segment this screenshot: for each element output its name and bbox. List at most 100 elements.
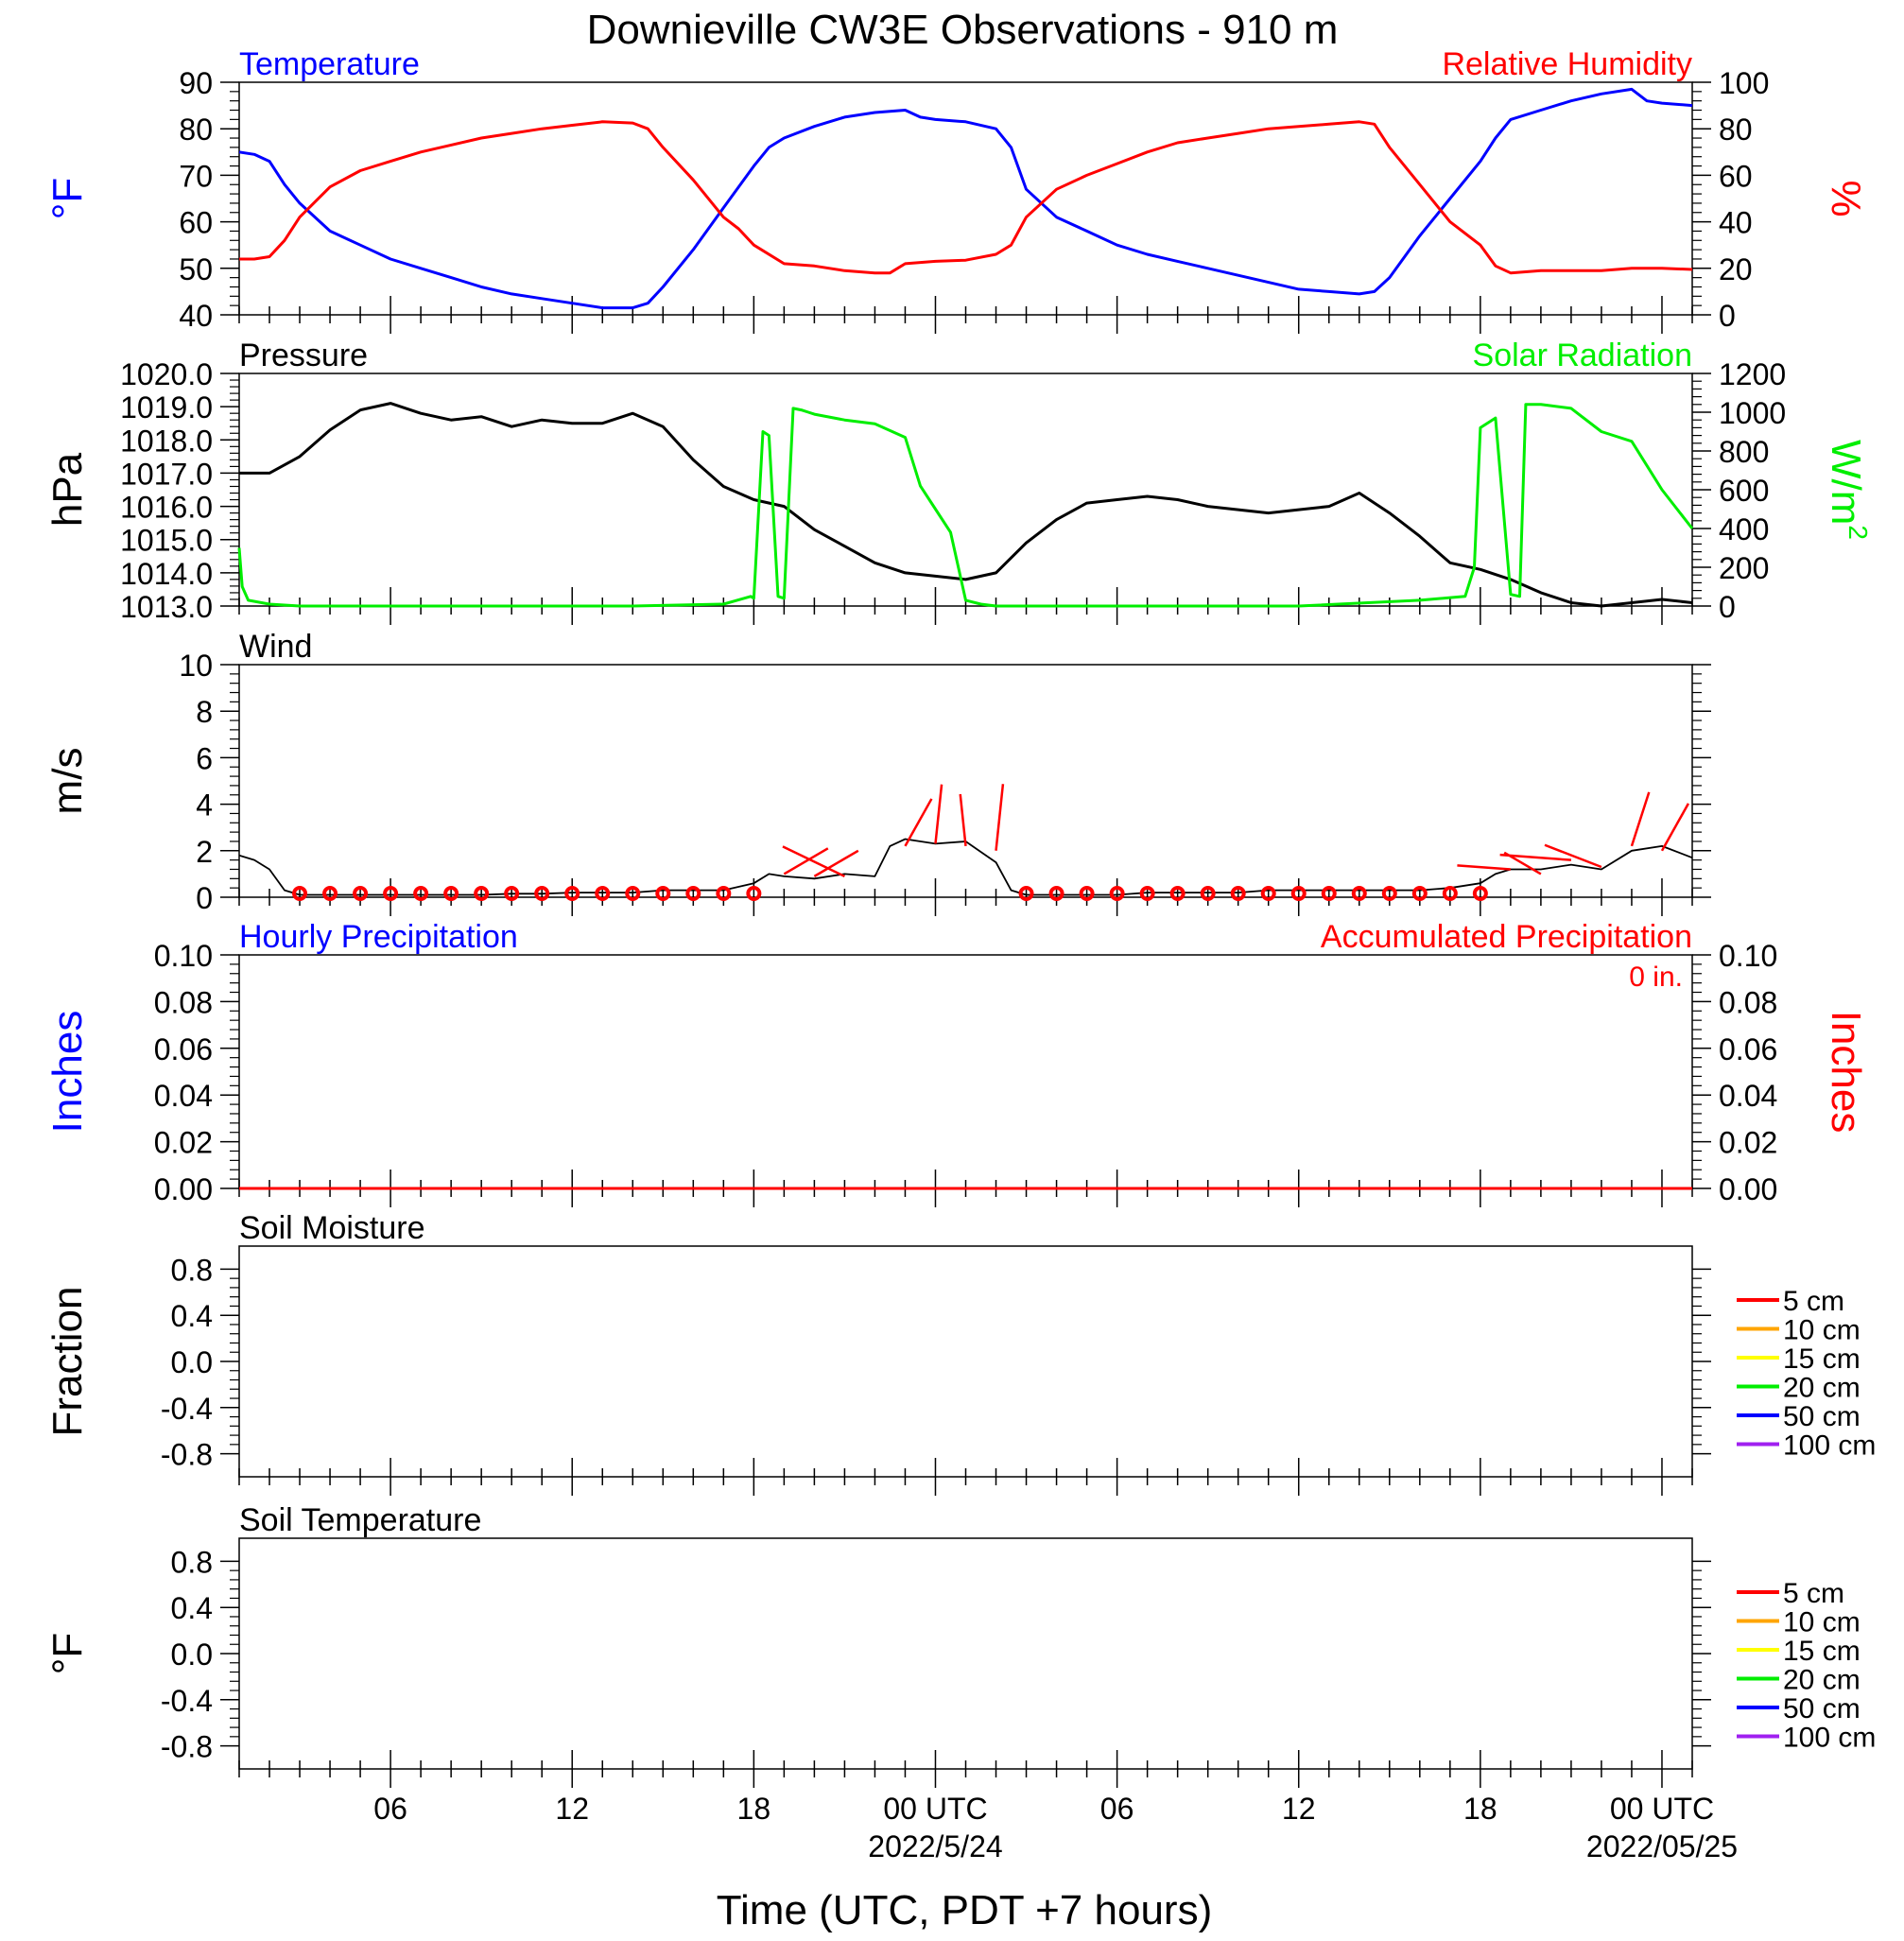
right-y-tick-label: 0 [1719, 590, 1736, 624]
x-tick-label: 06 [1100, 1792, 1134, 1826]
wind-barb [782, 845, 845, 877]
panel-title-right: Accumulated Precipitation [1321, 919, 1692, 955]
x-tick-label: 06 [373, 1792, 407, 1826]
panel-precipitation: 0.00 0.02 0.04 0.06 0.08 0.10 0.00 0.02 0.04 0.06… [44, 919, 1869, 1207]
left-y-tick-label: 8 [196, 695, 213, 729]
x-tick-date: 2022/5/24 [868, 1829, 1002, 1863]
left-y-tick-label: 1017.0 [120, 457, 213, 491]
calm-wind-marker [1381, 886, 1397, 901]
wind-barb [1630, 791, 1651, 847]
calm-wind-marker [1290, 886, 1307, 901]
right-y-tick-label: 80 [1719, 113, 1753, 147]
left-y-tick-label: 0.4 [171, 1299, 213, 1333]
wind-barb [1544, 843, 1602, 869]
y-axis-label-right: Inches [1823, 1011, 1869, 1134]
left-y-tick-label: 1013.0 [120, 590, 213, 624]
wind-barb [813, 849, 859, 877]
left-y-tick-label: 0.06 [154, 1032, 213, 1066]
y-axis-label-left: °F [44, 178, 91, 219]
left-y-tick-label: -0.8 [161, 1438, 213, 1472]
legend-label: 15 cm [1783, 1343, 1861, 1375]
left-y-tick-label: 0.08 [154, 985, 213, 1019]
y-axis-label-right-text: % [1823, 180, 1869, 217]
legend-label: 50 cm [1783, 1401, 1861, 1432]
left-y-tick-label: 60 [179, 206, 213, 240]
accumulated-precip-total: 0 in. [1629, 962, 1683, 993]
x-tick-date: 2022/05/25 [1586, 1829, 1738, 1863]
wind-barb [1457, 864, 1511, 871]
left-y-tick-label: 0.8 [171, 1253, 213, 1287]
left-y-tick-label: 0.0 [171, 1638, 213, 1672]
left-y-tick-label: 1015.0 [120, 524, 213, 558]
left-y-tick-label: 70 [179, 159, 213, 193]
left-y-tick-label: 0.4 [171, 1591, 213, 1625]
right-y-tick-label: 1000 [1719, 396, 1786, 430]
calm-wind-marker [595, 886, 611, 901]
calm-wind-marker [1230, 886, 1246, 901]
y-axis-label-right-text: Inches [1823, 1011, 1869, 1134]
left-y-tick-label: 0.0 [171, 1345, 213, 1379]
legend-label: 100 cm [1783, 1430, 1876, 1462]
calm-wind-marker [1079, 886, 1095, 901]
right-y-tick-label: 20 [1719, 252, 1753, 286]
left-y-tick-label: 2 [196, 835, 213, 869]
series-temperature [238, 87, 1693, 310]
panel-title-left: Wind [239, 629, 312, 665]
panel-pressure-solar: 1013.01014.01015.01016.01017.01018.01019… [44, 338, 1873, 625]
right-y-tick-label: 0.10 [1719, 939, 1777, 973]
left-y-tick-label: 1018.0 [120, 424, 213, 458]
chart-title: Downieville CW3E Observations - 910 m [587, 7, 1339, 53]
calm-wind-marker [625, 886, 641, 901]
left-y-tick-label: 0 [196, 881, 213, 915]
x-tick-label: 00 UTC [1610, 1792, 1714, 1826]
legend-label: 50 cm [1783, 1693, 1861, 1724]
y-axis-label-left: Fraction [44, 1287, 91, 1437]
x-tick-label: 00 UTC [883, 1792, 987, 1826]
y-axis-label-left: hPa [44, 452, 91, 527]
left-y-tick-label: 40 [179, 299, 213, 333]
panel-title-right: Relative Humidity [1442, 46, 1692, 82]
left-y-tick-label: 90 [179, 66, 213, 100]
legend-label: 20 cm [1783, 1373, 1861, 1404]
right-y-tick-label: 600 [1719, 474, 1769, 508]
calm-wind-marker [1200, 886, 1216, 901]
calm-wind-marker [292, 886, 308, 901]
right-y-tick-label: 1200 [1719, 357, 1786, 391]
panel-title-left: Hourly Precipitation [239, 919, 518, 955]
calm-wind-marker [716, 886, 732, 901]
panel-soil-moisture: -0.8 -0.4 0.0 0.4 0.8 Soil Moisture Fraction 5 … [44, 1210, 1876, 1496]
right-y-tick-label: 200 [1719, 551, 1769, 585]
right-y-tick-label: 0.04 [1719, 1079, 1777, 1113]
left-y-tick-label: 1019.0 [120, 390, 213, 425]
legend-label: 100 cm [1783, 1723, 1876, 1754]
calm-wind-marker [413, 886, 429, 901]
calm-wind-marker [383, 886, 399, 901]
legend-label: 10 cm [1783, 1315, 1861, 1346]
left-y-tick-label: 80 [179, 113, 213, 147]
calm-wind-marker [353, 886, 369, 901]
y-axis-label-left: m/s [44, 748, 91, 815]
x-tick-label: 18 [1463, 1792, 1497, 1826]
left-y-tick-label: -0.4 [161, 1684, 213, 1718]
y-axis-label-left: Inches [44, 1011, 91, 1134]
y-axis-label-right-text: W/m [1823, 440, 1869, 525]
calm-wind-marker [1472, 886, 1488, 901]
x-tick-label: 12 [555, 1792, 589, 1826]
wind-barb [995, 784, 1005, 851]
right-y-tick-label: 100 [1719, 66, 1769, 100]
left-y-tick-label: 50 [179, 252, 213, 286]
left-y-tick-label: 1016.0 [120, 491, 213, 525]
left-y-tick-label: 1020.0 [120, 357, 213, 391]
calm-wind-marker [504, 886, 520, 901]
right-y-tick-label: 0 [1719, 299, 1736, 333]
legend-label: 5 cm [1783, 1578, 1844, 1609]
right-y-tick-label: 0.02 [1719, 1126, 1777, 1160]
wind-barb [959, 793, 967, 847]
calm-wind-marker [564, 886, 580, 901]
calm-wind-marker [1139, 886, 1155, 901]
calm-wind-marker [322, 886, 338, 901]
calm-wind-marker [443, 886, 459, 901]
right-y-tick-label: 60 [1719, 159, 1753, 193]
x-axis-label: Time (UTC, PDT +7 hours) [717, 1887, 1212, 1933]
